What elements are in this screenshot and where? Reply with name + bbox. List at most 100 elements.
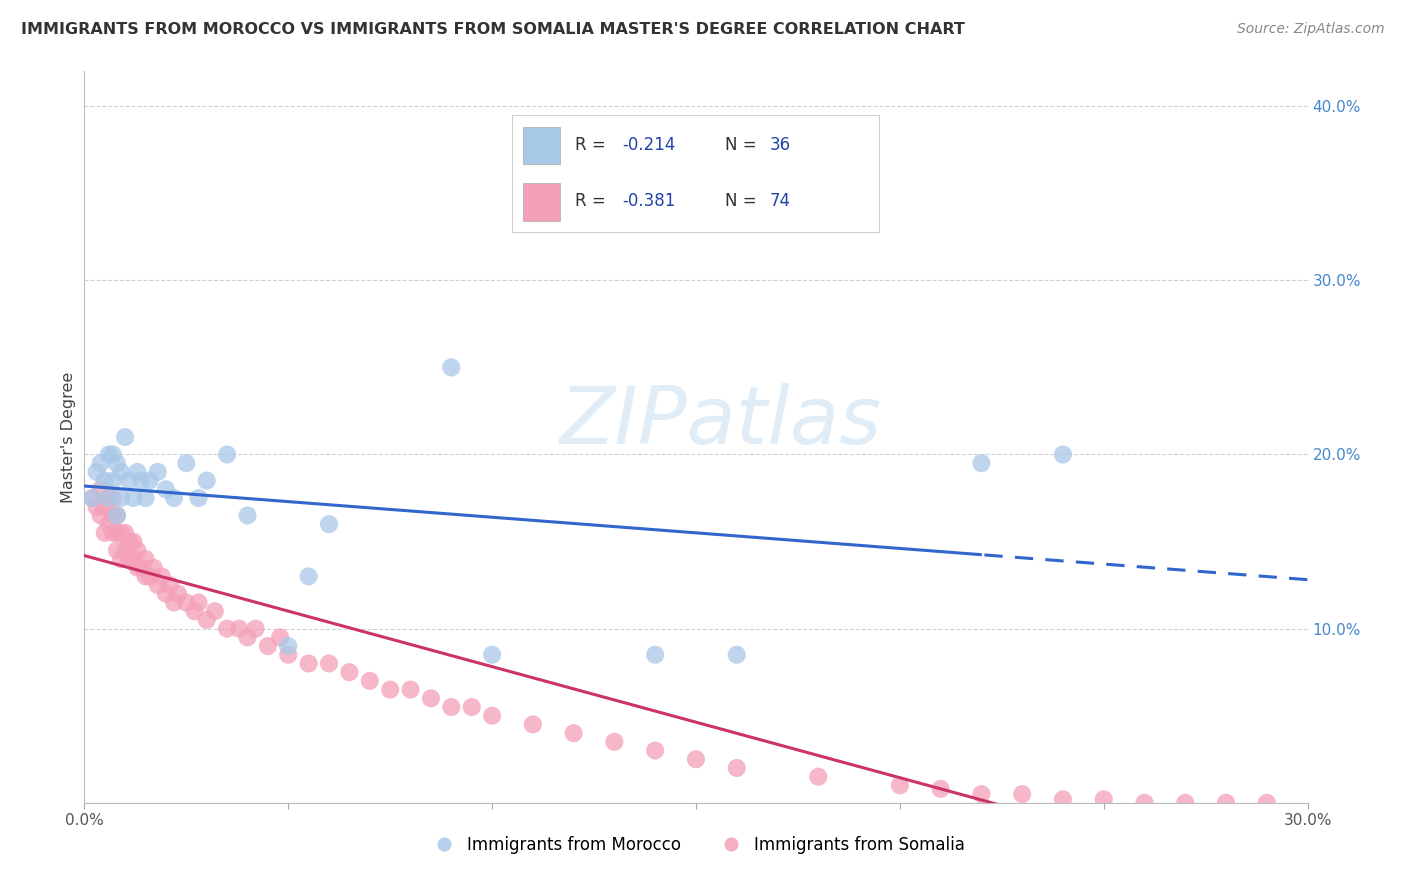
Point: [1052, 792, 1074, 806]
Point: [159, 578, 181, 592]
Point: [101, 491, 124, 505]
Point: [122, 491, 145, 505]
Point: [318, 517, 340, 532]
Point: [135, 552, 157, 566]
Point: [90, 456, 112, 470]
Point: [90, 508, 112, 523]
Point: [163, 491, 186, 505]
Point: [146, 465, 169, 479]
Point: [122, 534, 145, 549]
Point: [86, 500, 108, 514]
Point: [1256, 796, 1278, 810]
Point: [97, 517, 120, 532]
Point: [110, 552, 132, 566]
Point: [298, 657, 321, 671]
Point: [359, 673, 381, 688]
Point: [187, 491, 209, 505]
Point: [105, 508, 128, 523]
Point: [110, 525, 132, 540]
Point: [118, 552, 141, 566]
Point: [90, 483, 112, 497]
Point: [155, 483, 177, 497]
Point: [183, 604, 205, 618]
Point: [86, 465, 108, 479]
Point: [93, 500, 115, 514]
Point: [101, 474, 124, 488]
Point: [236, 631, 259, 645]
Point: [562, 726, 585, 740]
Point: [105, 525, 128, 540]
Point: [93, 525, 115, 540]
Point: [167, 587, 190, 601]
Point: [603, 735, 626, 749]
Point: [1215, 796, 1237, 810]
Point: [97, 491, 120, 505]
Point: [97, 448, 120, 462]
Point: [174, 456, 197, 470]
Point: [1011, 787, 1033, 801]
Point: [110, 465, 132, 479]
Point: [245, 622, 267, 636]
Point: [217, 622, 239, 636]
Point: [1092, 792, 1115, 806]
Point: [138, 569, 160, 583]
Point: [93, 474, 115, 488]
Point: [114, 525, 136, 540]
Point: [929, 781, 952, 796]
Point: [114, 430, 136, 444]
Point: [277, 648, 299, 662]
Point: [110, 491, 132, 505]
Point: [481, 648, 503, 662]
Point: [187, 595, 209, 609]
Point: [1052, 448, 1074, 462]
Point: [105, 456, 128, 470]
Point: [135, 491, 157, 505]
Point: [82, 491, 104, 505]
Text: ZIPatlas: ZIPatlas: [560, 384, 882, 461]
Point: [101, 525, 124, 540]
Point: [195, 613, 218, 627]
Point: [122, 552, 145, 566]
Point: [150, 569, 173, 583]
Point: [204, 604, 226, 618]
Point: [118, 534, 141, 549]
Point: [114, 543, 136, 558]
Point: [318, 657, 340, 671]
Point: [970, 456, 993, 470]
Point: [481, 708, 503, 723]
Point: [257, 639, 280, 653]
Point: [127, 543, 149, 558]
Point: [461, 700, 484, 714]
Point: [217, 448, 239, 462]
Point: [118, 474, 141, 488]
Point: [131, 474, 153, 488]
Point: [146, 578, 169, 592]
Point: [195, 474, 218, 488]
Point: [1133, 796, 1156, 810]
Point: [155, 587, 177, 601]
Point: [138, 474, 160, 488]
Point: [399, 682, 422, 697]
Point: [269, 631, 291, 645]
Point: [97, 491, 120, 505]
Legend: Immigrants from Morocco, Immigrants from Somalia: Immigrants from Morocco, Immigrants from…: [420, 829, 972, 860]
Point: [440, 700, 463, 714]
Point: [174, 595, 197, 609]
Point: [131, 560, 153, 574]
Point: [380, 682, 402, 697]
Point: [889, 778, 911, 792]
Point: [685, 752, 707, 766]
Point: [228, 622, 250, 636]
Point: [142, 560, 165, 574]
Point: [339, 665, 361, 680]
Point: [807, 770, 830, 784]
Point: [420, 691, 443, 706]
Point: [101, 508, 124, 523]
Point: [725, 648, 748, 662]
Text: IMMIGRANTS FROM MOROCCO VS IMMIGRANTS FROM SOMALIA MASTER'S DEGREE CORRELATION C: IMMIGRANTS FROM MOROCCO VS IMMIGRANTS FR…: [21, 22, 965, 37]
Point: [236, 508, 259, 523]
Point: [725, 761, 748, 775]
Point: [1174, 796, 1197, 810]
Point: [644, 743, 666, 757]
Point: [522, 717, 544, 731]
